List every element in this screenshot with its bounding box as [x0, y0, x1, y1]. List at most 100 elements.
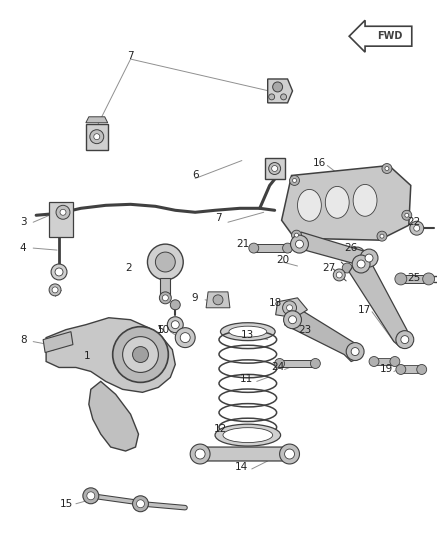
Ellipse shape — [87, 492, 95, 500]
Ellipse shape — [297, 189, 321, 221]
Text: 19: 19 — [380, 365, 394, 375]
Ellipse shape — [56, 205, 70, 219]
Ellipse shape — [220, 322, 275, 341]
Ellipse shape — [360, 249, 378, 267]
Ellipse shape — [155, 252, 175, 272]
Ellipse shape — [229, 326, 267, 337]
Polygon shape — [399, 366, 424, 374]
Ellipse shape — [52, 287, 58, 293]
Ellipse shape — [180, 333, 190, 343]
Ellipse shape — [148, 244, 183, 280]
Ellipse shape — [268, 163, 281, 174]
Ellipse shape — [249, 243, 259, 253]
Text: 7: 7 — [127, 51, 134, 61]
Text: 13: 13 — [241, 329, 254, 340]
Ellipse shape — [273, 82, 283, 92]
Text: 12: 12 — [213, 424, 226, 434]
Ellipse shape — [94, 134, 100, 140]
Ellipse shape — [171, 321, 179, 329]
Ellipse shape — [286, 305, 293, 311]
Polygon shape — [294, 232, 374, 270]
Ellipse shape — [279, 444, 300, 464]
Text: 5: 5 — [157, 325, 164, 335]
Ellipse shape — [223, 427, 273, 442]
Text: 24: 24 — [271, 362, 284, 373]
Text: FWD: FWD — [377, 31, 403, 41]
Ellipse shape — [133, 496, 148, 512]
Text: 25: 25 — [407, 273, 420, 283]
Ellipse shape — [349, 247, 365, 263]
Text: 18: 18 — [269, 298, 282, 308]
Ellipse shape — [423, 273, 434, 285]
Ellipse shape — [213, 295, 223, 305]
Polygon shape — [49, 203, 73, 237]
Text: 11: 11 — [240, 374, 254, 384]
Polygon shape — [86, 117, 108, 123]
Text: 4: 4 — [20, 243, 27, 253]
Polygon shape — [349, 255, 411, 348]
Ellipse shape — [336, 272, 342, 278]
Text: 6: 6 — [192, 171, 198, 181]
Ellipse shape — [113, 327, 168, 382]
Ellipse shape — [342, 263, 352, 273]
Ellipse shape — [283, 301, 297, 315]
Polygon shape — [282, 166, 411, 240]
Ellipse shape — [353, 184, 377, 216]
Ellipse shape — [283, 311, 301, 329]
Text: 26: 26 — [345, 243, 358, 253]
Polygon shape — [43, 332, 73, 352]
Ellipse shape — [296, 240, 304, 248]
Polygon shape — [206, 292, 230, 308]
Ellipse shape — [390, 357, 400, 367]
Ellipse shape — [289, 316, 297, 324]
Ellipse shape — [365, 254, 373, 262]
Text: 20: 20 — [276, 255, 289, 265]
Ellipse shape — [275, 359, 285, 368]
Text: 17: 17 — [357, 305, 371, 315]
Text: 23: 23 — [298, 325, 311, 335]
Ellipse shape — [215, 424, 281, 446]
Ellipse shape — [293, 179, 297, 182]
Text: 15: 15 — [60, 499, 73, 509]
Ellipse shape — [351, 348, 359, 356]
Ellipse shape — [195, 449, 205, 459]
Ellipse shape — [410, 221, 424, 235]
Ellipse shape — [311, 359, 320, 368]
Polygon shape — [285, 308, 361, 361]
Ellipse shape — [133, 346, 148, 362]
Ellipse shape — [60, 209, 66, 215]
Text: 8: 8 — [20, 335, 27, 345]
Ellipse shape — [380, 234, 384, 238]
Ellipse shape — [417, 365, 427, 375]
Ellipse shape — [55, 268, 63, 276]
Text: 9: 9 — [192, 293, 198, 303]
Ellipse shape — [292, 230, 301, 240]
Ellipse shape — [401, 336, 409, 344]
Ellipse shape — [346, 343, 364, 360]
Ellipse shape — [281, 94, 286, 100]
Ellipse shape — [402, 211, 412, 220]
Ellipse shape — [272, 166, 278, 172]
Polygon shape — [349, 20, 412, 52]
Ellipse shape — [162, 295, 168, 301]
Text: 7: 7 — [215, 213, 221, 223]
Ellipse shape — [283, 243, 293, 253]
Ellipse shape — [396, 365, 406, 375]
Ellipse shape — [325, 187, 349, 218]
Ellipse shape — [285, 449, 294, 459]
Polygon shape — [89, 382, 138, 451]
Ellipse shape — [395, 273, 407, 285]
Ellipse shape — [90, 130, 104, 144]
Ellipse shape — [83, 488, 99, 504]
Ellipse shape — [170, 300, 180, 310]
Text: 22: 22 — [407, 217, 420, 227]
Ellipse shape — [353, 251, 361, 259]
Polygon shape — [265, 158, 285, 180]
Polygon shape — [46, 318, 175, 392]
Ellipse shape — [396, 330, 414, 349]
Ellipse shape — [385, 166, 389, 171]
Polygon shape — [86, 124, 108, 150]
Ellipse shape — [268, 94, 275, 100]
Ellipse shape — [290, 175, 300, 185]
Text: 27: 27 — [323, 263, 336, 273]
